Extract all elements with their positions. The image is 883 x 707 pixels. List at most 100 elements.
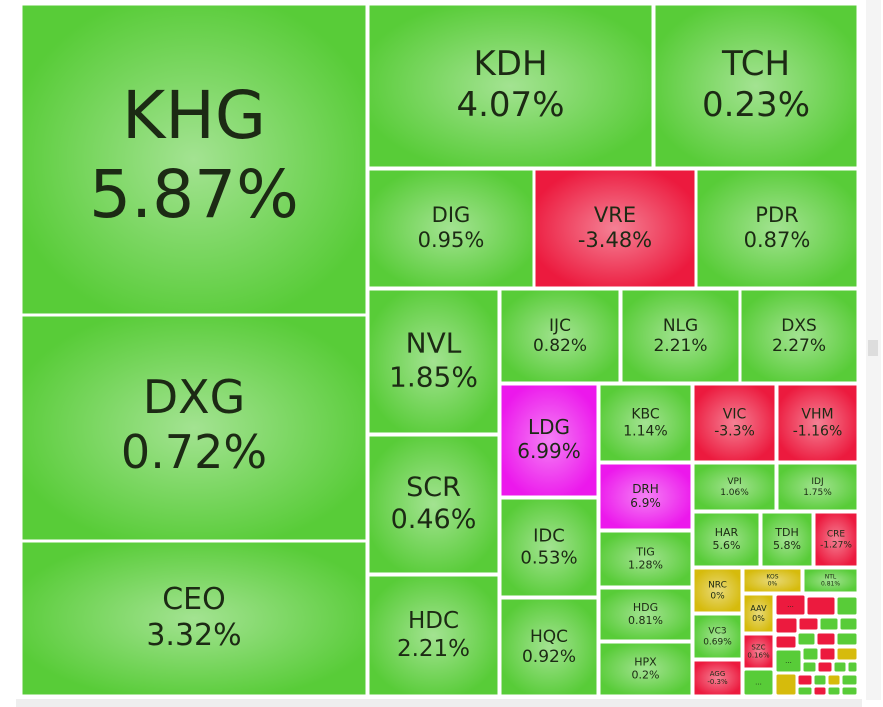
tile-change: 0.92% — [522, 647, 576, 667]
tile-change: 0.69% — [703, 637, 732, 647]
tile-change: -3.48% — [578, 228, 652, 252]
tile-shine — [741, 290, 857, 382]
tile-change: 2.21% — [397, 636, 470, 662]
mini-tile — [839, 617, 858, 631]
tile-symbol: NLG — [663, 316, 698, 336]
tile-symbol: HPX — [634, 655, 657, 668]
tile-symbol: DRH — [632, 482, 659, 496]
tile-change: 0.82% — [533, 336, 587, 356]
tile-shine — [778, 464, 857, 510]
tile-change: 0.95% — [418, 228, 485, 252]
mini-tile — [841, 674, 858, 686]
tile-change: 0.53% — [520, 547, 577, 568]
tile-shine — [762, 513, 812, 566]
mini-tile — [819, 647, 836, 661]
overflow-label: ... — [785, 657, 792, 665]
tile-change: 1.14% — [623, 423, 667, 439]
tile-change: 5.6% — [713, 539, 741, 552]
mini-tile — [775, 635, 797, 649]
tile-symbol: IJC — [549, 316, 571, 336]
tile-change: -1.16% — [793, 423, 843, 439]
mini-tiles: ......... — [743, 594, 858, 696]
tile-change: 0% — [710, 591, 725, 601]
mini-tile — [827, 674, 841, 686]
tile-change: 0.16% — [747, 652, 770, 660]
mini-tile — [798, 617, 819, 631]
mini-tile — [841, 686, 858, 696]
tile-change: 6.9% — [630, 496, 661, 510]
mini-tile — [813, 674, 827, 686]
tile-symbol: VHM — [801, 407, 833, 423]
tile-change: 1.06% — [720, 488, 749, 498]
tile-shine — [369, 436, 498, 573]
tile-shine — [501, 385, 597, 496]
tile-shine — [744, 569, 801, 592]
mini-tile — [813, 686, 827, 696]
tile-symbol: CRE — [827, 530, 846, 540]
tile-shine — [744, 595, 773, 632]
tile-shine — [22, 542, 366, 695]
mini-tile — [806, 596, 836, 616]
tile-symbol: DIG — [432, 203, 471, 227]
overflow-label: ... — [755, 679, 762, 687]
tile-symbol: HAR — [715, 526, 739, 539]
tile-change: -1.27% — [820, 540, 852, 550]
tile-shine — [22, 5, 366, 314]
tile-shine — [694, 464, 775, 510]
tile-symbol: TDH — [774, 526, 798, 539]
tile-symbol: NTL — [825, 573, 837, 580]
tile-symbol: LDG — [528, 415, 570, 439]
tile-change: 0.87% — [744, 228, 811, 252]
tile-shine — [600, 589, 691, 640]
tile-symbol: NRC — [708, 581, 727, 591]
mini-tile — [833, 661, 847, 673]
tile-shine — [369, 290, 498, 433]
tile-change: 1.28% — [628, 559, 663, 572]
tile-change: 6.99% — [517, 439, 581, 463]
tile-change: 2.21% — [653, 336, 707, 356]
tile-change: 0% — [752, 614, 765, 623]
tile-shine — [501, 499, 597, 596]
tile-symbol: VIC — [723, 407, 747, 423]
mini-tile — [816, 632, 836, 646]
tile-symbol: AAV — [750, 604, 767, 613]
tile-symbol: HDC — [408, 608, 459, 634]
tile-symbol: VRE — [594, 203, 636, 227]
tile-shine — [501, 599, 597, 695]
tile-shine — [600, 643, 691, 695]
tile-change: 5.87% — [89, 156, 299, 233]
mini-tile — [775, 649, 802, 673]
tile-shine — [694, 569, 741, 612]
tile-symbol: VPI — [727, 477, 741, 487]
tile-change: -0.3% — [707, 678, 728, 686]
mini-tile — [847, 661, 858, 673]
tile-symbol: IDJ — [811, 477, 823, 487]
tile-symbol: VC3 — [708, 627, 726, 637]
tile-shine — [778, 385, 857, 461]
tile-shine — [694, 661, 741, 695]
mini-tile — [797, 686, 813, 696]
tile-change: -3.3% — [714, 423, 755, 439]
tile-symbol: TCH — [721, 44, 790, 84]
tile-symbol: PDR — [755, 203, 798, 227]
tile-shine — [804, 569, 857, 592]
tile-change: 0% — [768, 581, 778, 588]
tile-symbol: AGG — [710, 670, 726, 678]
tile-change: 0.2% — [632, 669, 660, 682]
tile-symbol: KBC — [631, 407, 660, 423]
tile-symbol: KDH — [473, 44, 547, 84]
tile-symbol: KOS — [766, 573, 778, 580]
tile-shine — [655, 5, 857, 167]
tile-change: 1.75% — [803, 488, 832, 498]
scroll-handle — [868, 340, 878, 356]
tile-symbol: KHG — [122, 77, 266, 154]
tile-change: 0.46% — [391, 504, 477, 535]
mini-tile — [819, 617, 839, 631]
tile-shine — [501, 290, 619, 382]
tile-shine — [369, 576, 498, 695]
mini-tile — [802, 661, 817, 673]
bottom-strip — [16, 699, 862, 707]
tile-shine — [600, 464, 691, 529]
